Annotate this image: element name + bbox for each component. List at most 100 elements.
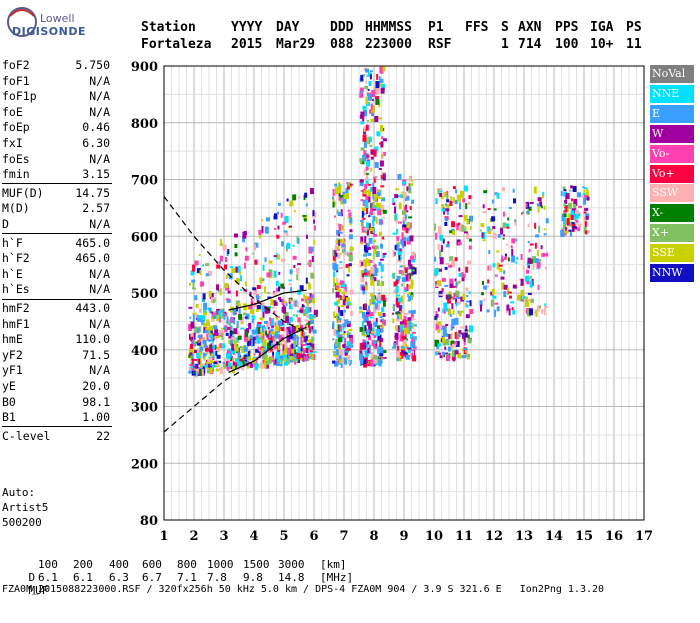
- echo-pixel: [310, 246, 314, 252]
- echo-pixel: [284, 215, 289, 223]
- param-row: h`E N/A: [2, 267, 110, 282]
- echo-pixel: [396, 229, 399, 234]
- echo-pixel: [306, 313, 309, 318]
- echo-pixel: [223, 326, 227, 330]
- echo-pixel: [262, 333, 265, 337]
- echo-pixel: [399, 325, 403, 333]
- param-value: 443.0: [75, 301, 110, 315]
- echo-pixel: [406, 354, 410, 360]
- echo-pixel: [347, 209, 351, 212]
- echo-pixel: [219, 288, 222, 296]
- echo-pixel: [511, 248, 514, 256]
- echo-pixel: [226, 298, 231, 303]
- echo-pixel: [506, 226, 510, 229]
- echo-pixel: [255, 327, 258, 331]
- echo-pixel: [380, 282, 383, 287]
- echo-pixel: [208, 291, 212, 297]
- echo-pixel: [281, 299, 285, 306]
- echo-pixel: [192, 371, 195, 374]
- echo-pixel: [452, 197, 455, 204]
- echo-pixel: [245, 247, 248, 252]
- echo-pixel: [480, 304, 482, 312]
- echo-pixel: [401, 241, 404, 248]
- echo-pixel: [381, 83, 386, 91]
- echo-pixel: [449, 201, 453, 206]
- echo-pixel: [281, 241, 284, 247]
- echo-pixel: [369, 359, 374, 367]
- echo-pixel: [296, 301, 299, 308]
- echo-pixel: [335, 339, 339, 347]
- echo-pixel: [192, 339, 195, 344]
- echo-pixel: [349, 337, 354, 345]
- echo-pixel: [404, 312, 409, 315]
- echo-pixel: [289, 269, 293, 275]
- echo-pixel: [409, 320, 411, 324]
- echo-pixel: [312, 210, 315, 217]
- echo-pixel: [409, 255, 414, 260]
- echo-pixel: [377, 312, 382, 316]
- echo-pixel: [338, 224, 342, 232]
- echo-pixel: [584, 221, 587, 228]
- echo-pixel: [393, 281, 398, 287]
- echo-pixel: [344, 319, 349, 325]
- param-label: D: [2, 217, 9, 231]
- echo-pixel: [360, 121, 365, 125]
- echo-pixel: [313, 309, 318, 317]
- echo-pixel: [529, 308, 533, 316]
- echo-pixel: [332, 262, 337, 270]
- echo-pixel: [264, 226, 269, 234]
- echo-pixel: [442, 329, 447, 337]
- echo-pixel: [582, 192, 586, 195]
- echo-pixel: [451, 303, 454, 310]
- echo-pixel: [379, 258, 384, 261]
- echo-pixel: [335, 330, 340, 335]
- echo-pixel: [195, 341, 198, 344]
- echo-pixel: [572, 226, 577, 229]
- echo-pixel: [233, 317, 236, 320]
- echo-pixel: [246, 328, 249, 334]
- echo-pixel: [434, 315, 437, 320]
- echo-pixel: [334, 244, 337, 251]
- echo-pixel: [252, 363, 257, 367]
- echo-pixel: [213, 325, 218, 330]
- echo-pixel: [406, 346, 409, 349]
- echo-pixel: [380, 174, 383, 179]
- echo-pixel: [230, 350, 233, 358]
- echo-pixel: [506, 223, 510, 227]
- echo-pixel: [242, 231, 247, 239]
- echo-pixel: [445, 203, 448, 207]
- echo-pixel: [396, 294, 400, 297]
- echo-pixel: [439, 190, 443, 193]
- echo-pixel: [368, 305, 370, 310]
- echo-pixel: [378, 76, 381, 81]
- echo-pixel: [520, 278, 524, 286]
- echo-pixel: [497, 233, 501, 238]
- echo-pixel: [339, 252, 342, 255]
- x-tick-label: 15: [575, 529, 593, 544]
- echo-pixel: [299, 309, 304, 313]
- echo-pixel: [313, 219, 315, 224]
- echo-pixel: [205, 361, 208, 364]
- muf-d-label: D: [28, 571, 36, 584]
- echo-pixel: [299, 285, 304, 291]
- echo-pixel: [537, 197, 542, 202]
- echo-pixel: [486, 309, 490, 313]
- echo-pixel: [469, 215, 473, 222]
- echo-pixel: [258, 231, 261, 239]
- echo-pixel: [373, 306, 377, 313]
- echo-pixel: [360, 147, 365, 151]
- echo-pixel: [454, 341, 458, 346]
- echo-pixel: [378, 355, 382, 358]
- echo-pixel: [469, 300, 472, 307]
- echo-pixel: [399, 265, 403, 268]
- header-value-station: Fortaleza: [141, 37, 212, 52]
- echo-pixel: [188, 306, 193, 309]
- echo-pixel: [528, 249, 531, 253]
- echo-pixel: [455, 189, 458, 194]
- echo-pixel: [454, 331, 457, 339]
- echo-pixel: [408, 310, 413, 314]
- echo-pixel: [373, 176, 376, 183]
- echo-pixel: [455, 298, 458, 305]
- echo-pixel: [207, 363, 210, 368]
- echo-pixel: [216, 264, 221, 269]
